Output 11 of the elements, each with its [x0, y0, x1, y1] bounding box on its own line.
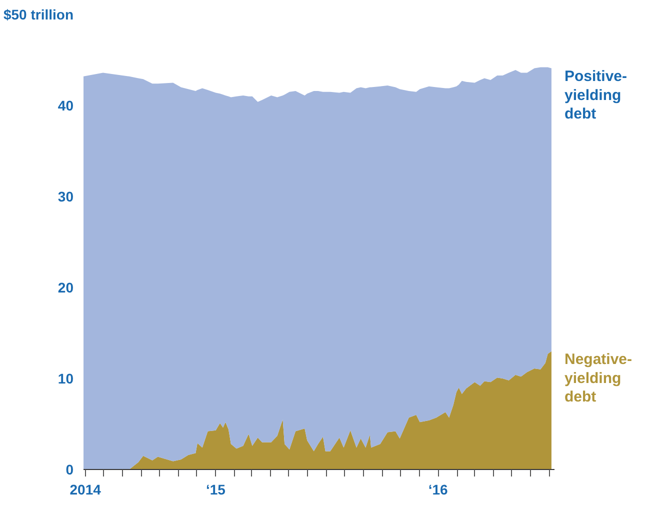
y-tick-label: 30 [58, 188, 74, 204]
x-tick-label: ‘15 [206, 482, 226, 498]
y-tick-label: 40 [58, 98, 74, 114]
y-tick-label: 10 [58, 370, 74, 386]
series-label: Negative- yielding debt [564, 351, 632, 406]
series-label: Positive- yielding debt [564, 68, 628, 123]
y-tick-label: $50 trillion [3, 6, 74, 22]
y-tick-label: 20 [58, 280, 74, 296]
y-tick-label: 0 [66, 462, 74, 478]
x-tick-label: 2014 [70, 482, 102, 498]
x-tick-label: ‘16 [428, 482, 448, 498]
